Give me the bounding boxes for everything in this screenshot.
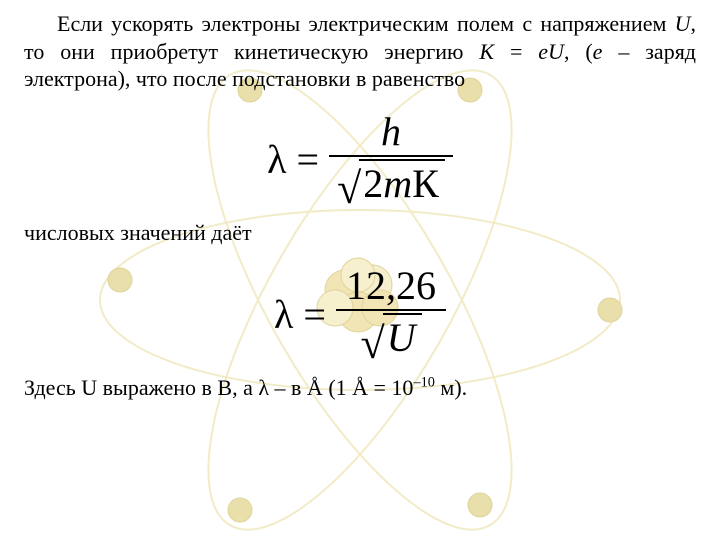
equals-sign: = [297,136,320,183]
paragraph-end: Здесь U выражено в В, а λ – в Å (1 Å = 1… [24,374,696,402]
sqrt: √ U [360,313,421,359]
paragraph-intro: Если ускорять электроны электрическим по… [24,10,696,93]
numerator: 12,26 [336,265,446,309]
text: , ( [564,39,593,64]
var-U: U [675,11,691,36]
denominator: √ 2mК [329,157,453,210]
formula-1: λ = h √ 2mК [24,111,696,210]
sqrt: √ 2mК [337,159,445,205]
radical-sign: √ [337,171,361,206]
slide-content: Если ускорять электроны электрическим по… [0,0,720,401]
numerator: h [371,111,411,155]
text: м). [435,375,467,400]
formula-2: λ = 12,26 √ U [24,265,696,364]
lambda-symbol: λ [267,136,286,183]
lambda-symbol: λ [274,291,293,338]
fraction: h √ 2mК [329,111,453,210]
denominator: √ U [352,311,429,364]
var-U: U [548,39,564,64]
text: Здесь U выражено в В, а λ – в Å (1 Å = 1… [24,375,413,400]
fraction: 12,26 √ U [336,265,446,364]
text: = [494,39,538,64]
paragraph-mid: числовых значений даёт [24,219,696,247]
radicand: U [383,313,422,359]
radical-sign: √ [360,326,384,361]
text: Если ускорять электроны электрическим по… [57,11,675,36]
var-K: K [479,39,494,64]
radicand: 2mК [359,159,445,205]
var-e: e [593,39,603,64]
exponent: –10 [413,374,434,390]
equals-sign: = [303,291,326,338]
var-e: e [538,39,548,64]
